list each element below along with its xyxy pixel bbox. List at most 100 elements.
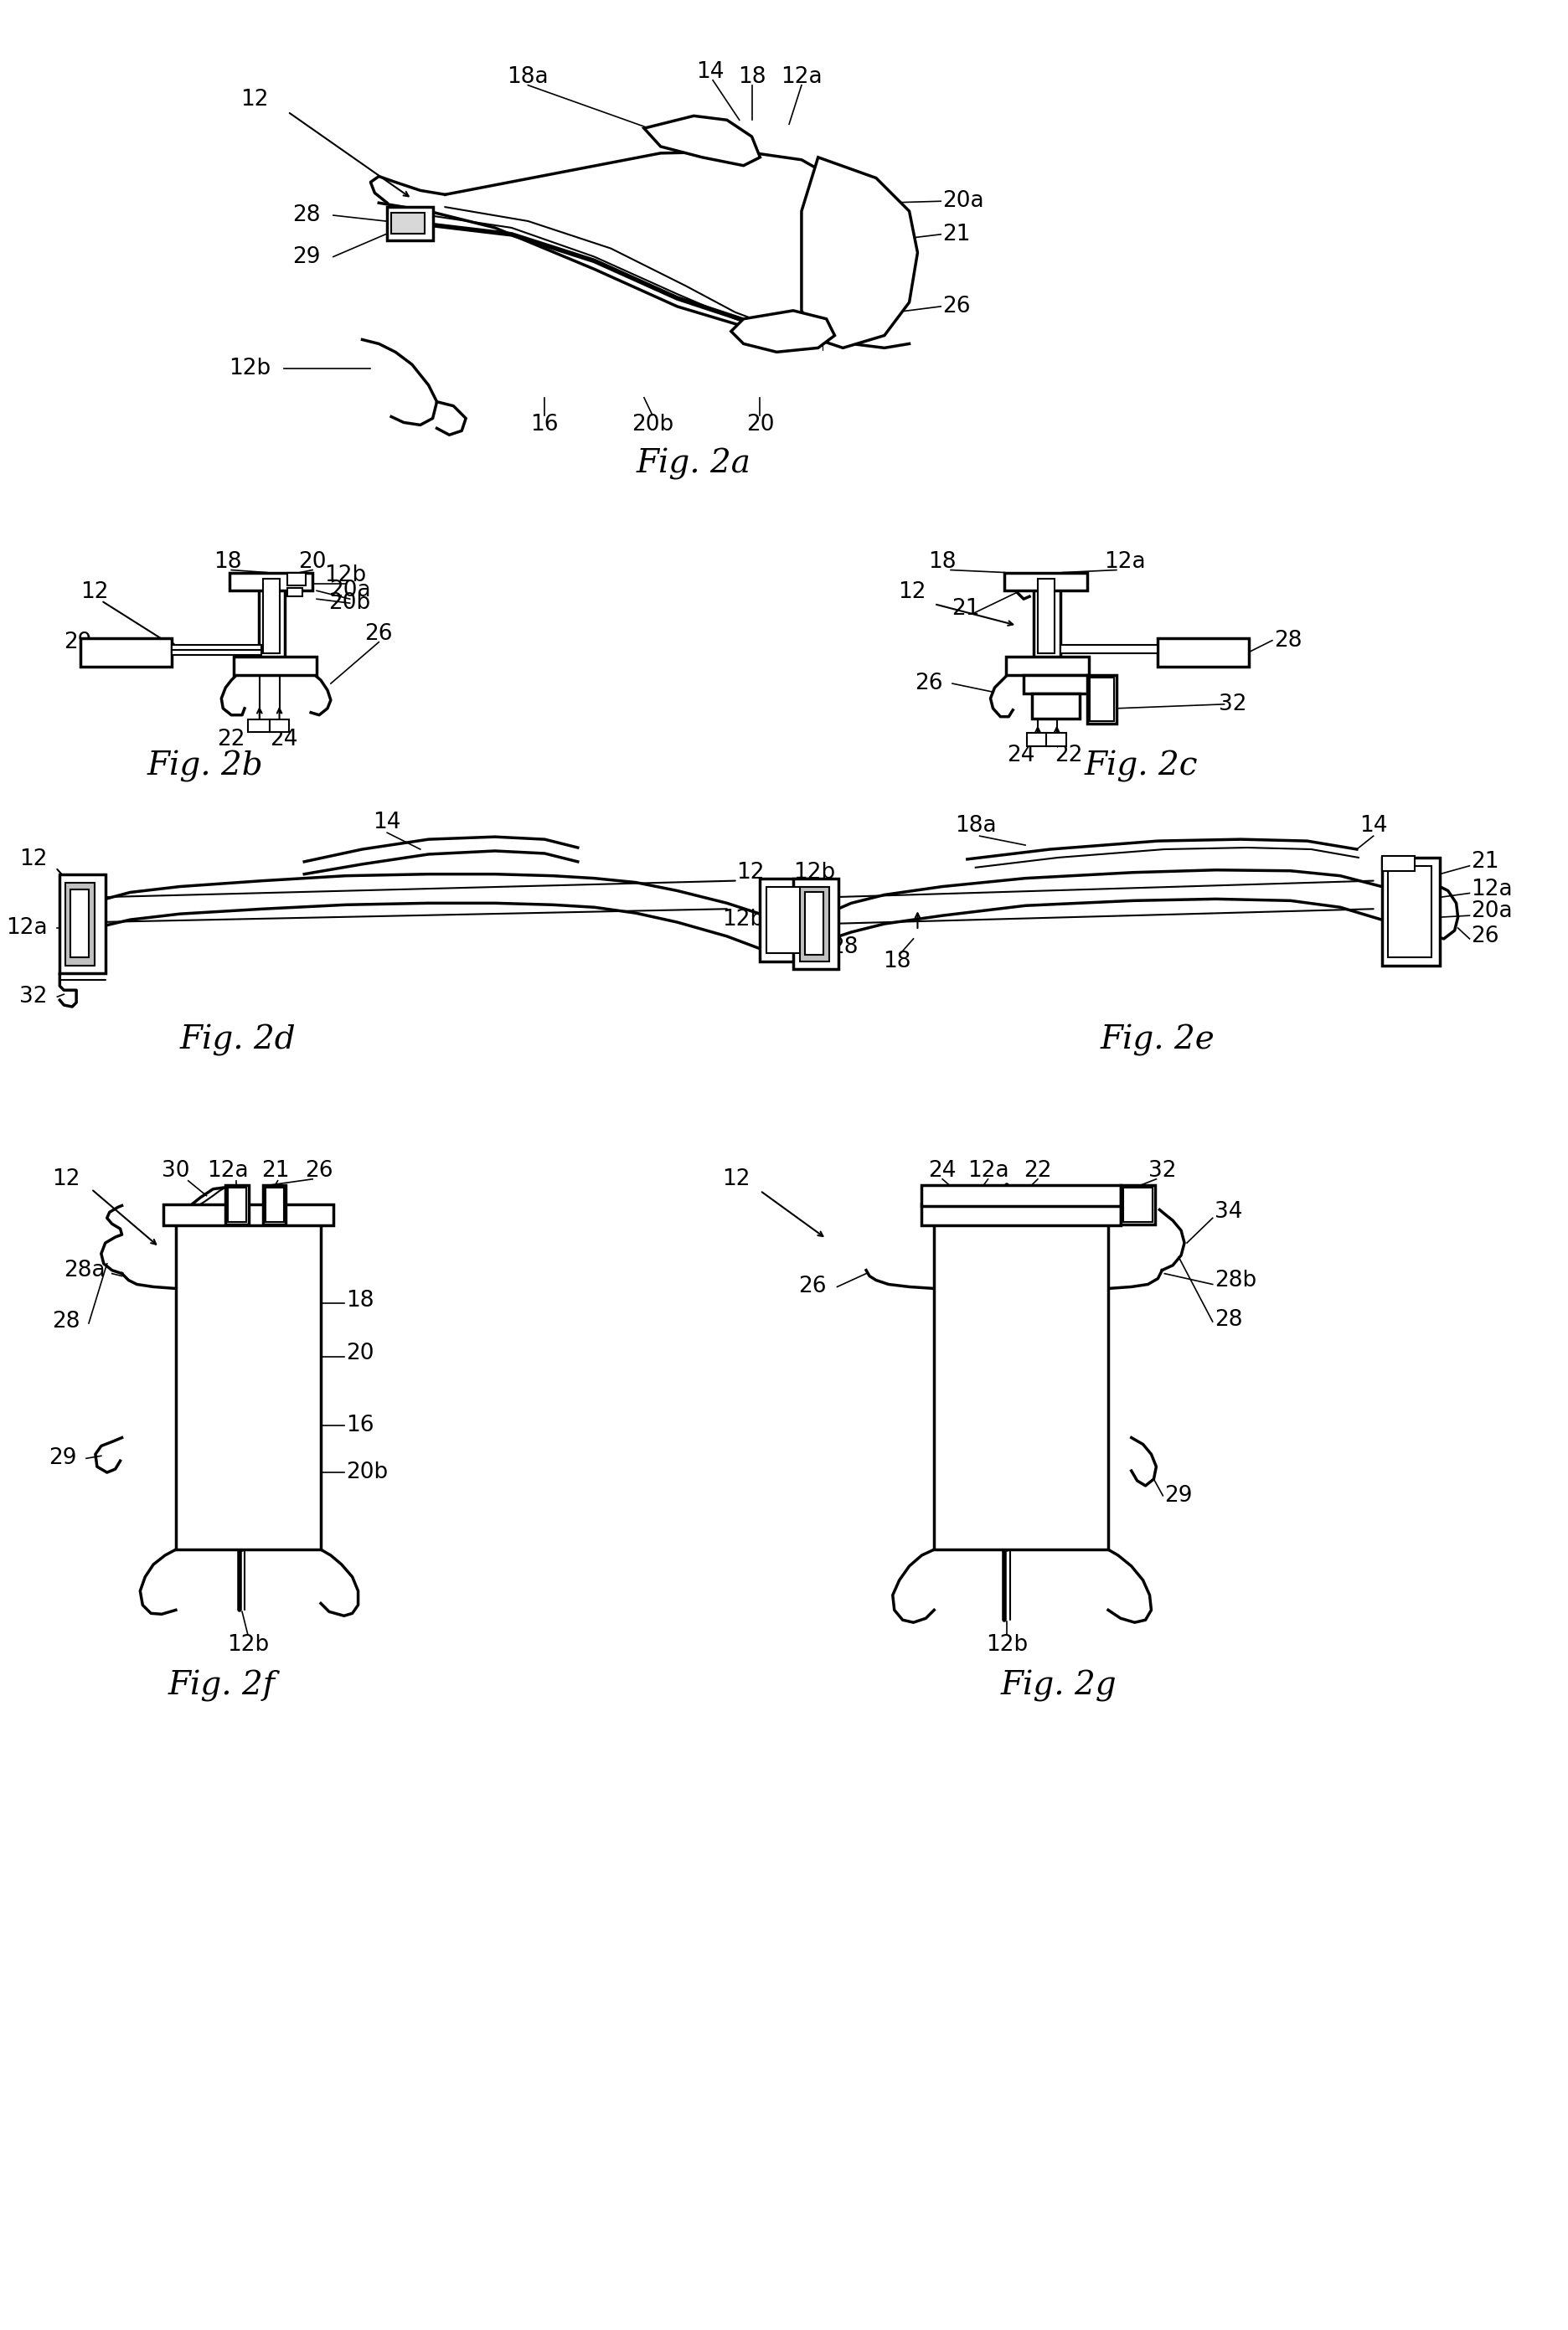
Text: 34: 34 (1214, 1202, 1242, 1223)
Text: 20: 20 (345, 1342, 373, 1363)
Text: 12: 12 (240, 89, 268, 110)
Text: 12b: 12b (325, 564, 367, 587)
Text: 26: 26 (306, 1160, 334, 1181)
Text: 21: 21 (1471, 850, 1499, 871)
Text: 18: 18 (213, 550, 241, 573)
Text: 12: 12 (80, 582, 108, 603)
Text: 28: 28 (293, 205, 321, 226)
Polygon shape (731, 310, 834, 352)
Text: 12: 12 (735, 862, 764, 883)
Text: Fig. 2f: Fig. 2f (168, 1671, 274, 1703)
Polygon shape (801, 158, 917, 347)
Text: 29: 29 (49, 1447, 77, 1470)
Text: 24: 24 (928, 1160, 956, 1181)
Bar (265, 1188, 284, 1223)
Text: 28b: 28b (1214, 1270, 1256, 1291)
Bar (1005, 573, 1088, 592)
Text: Fig. 2e: Fig. 2e (1101, 1023, 1215, 1055)
Bar (1038, 580, 1054, 655)
Text: 29: 29 (1165, 1484, 1193, 1508)
Text: 12b: 12b (723, 909, 764, 930)
Text: 18: 18 (345, 1291, 373, 1312)
Text: 12a: 12a (781, 65, 822, 89)
Text: 12b: 12b (793, 862, 836, 883)
Bar (71, 890, 89, 958)
Bar (1033, 576, 1060, 659)
Text: 22: 22 (1024, 1160, 1052, 1181)
Bar (1381, 857, 1439, 965)
Bar (66, 883, 94, 965)
Text: 18a: 18a (506, 65, 549, 89)
Bar (1123, 1188, 1152, 1223)
Text: 12: 12 (19, 848, 47, 869)
Bar (935, 1223, 1109, 1549)
Text: 12: 12 (898, 582, 925, 603)
Text: 22: 22 (218, 729, 245, 750)
Text: 16: 16 (530, 415, 558, 436)
Bar (1060, 645, 1157, 652)
Text: Fig. 2b: Fig. 2b (147, 750, 263, 783)
Text: 29: 29 (293, 247, 321, 268)
Text: 26: 26 (798, 1277, 826, 1298)
Bar (176, 1223, 321, 1549)
Text: 18: 18 (883, 951, 911, 972)
Text: 30: 30 (162, 1160, 190, 1181)
Bar (227, 1188, 246, 1223)
Text: 18a: 18a (955, 816, 996, 836)
Polygon shape (644, 116, 760, 165)
Text: 32: 32 (1218, 694, 1247, 715)
Text: 26: 26 (914, 673, 942, 694)
Bar (229, 573, 312, 592)
Text: 20: 20 (298, 550, 326, 573)
Text: 20: 20 (746, 415, 775, 436)
Text: 26: 26 (942, 296, 971, 317)
Bar (226, 1186, 249, 1226)
Text: 32: 32 (19, 986, 47, 1007)
Text: 20a: 20a (1471, 899, 1513, 923)
Text: 28: 28 (1273, 629, 1301, 652)
Bar (248, 720, 270, 732)
Text: 20a: 20a (329, 580, 370, 601)
Bar (922, 1205, 1121, 1226)
Text: Fig. 2g: Fig. 2g (1000, 1671, 1116, 1703)
Text: 26: 26 (1471, 925, 1499, 948)
Text: 26: 26 (365, 622, 394, 645)
Bar (234, 657, 317, 676)
Text: Fig. 2a: Fig. 2a (637, 447, 751, 480)
Text: 24: 24 (270, 729, 298, 750)
Text: 20b: 20b (329, 592, 372, 615)
Text: 12: 12 (52, 1167, 80, 1191)
Bar (263, 580, 279, 655)
Bar (287, 573, 306, 585)
Bar (804, 892, 823, 955)
Bar (1024, 676, 1088, 694)
Text: Fig. 2d: Fig. 2d (180, 1023, 296, 1055)
Bar (171, 645, 262, 652)
Bar (1027, 734, 1049, 746)
Bar (767, 885, 801, 953)
Text: 28a: 28a (64, 1258, 105, 1282)
Bar (793, 878, 839, 969)
Bar (1381, 855, 1414, 871)
Bar (163, 1205, 334, 1226)
Text: 12a: 12a (1471, 878, 1513, 899)
Bar (1090, 678, 1113, 720)
Text: 12: 12 (723, 1167, 750, 1191)
Text: 22: 22 (1054, 746, 1082, 767)
Text: 28: 28 (831, 937, 859, 958)
Bar (1121, 1186, 1156, 1226)
Text: 21: 21 (942, 224, 971, 245)
Text: 20b: 20b (632, 415, 673, 436)
Text: 12a: 12a (207, 1160, 249, 1181)
Text: 12b: 12b (986, 1633, 1029, 1657)
Text: 18: 18 (739, 65, 765, 89)
Bar (800, 885, 829, 962)
Text: 16: 16 (345, 1414, 373, 1435)
Text: 14: 14 (696, 61, 724, 84)
Text: 20b: 20b (345, 1461, 387, 1484)
Text: 12a: 12a (1104, 550, 1146, 573)
Text: 12b: 12b (229, 359, 271, 380)
Bar (263, 1186, 285, 1226)
Text: 32: 32 (1148, 1160, 1176, 1181)
Bar (270, 720, 290, 732)
